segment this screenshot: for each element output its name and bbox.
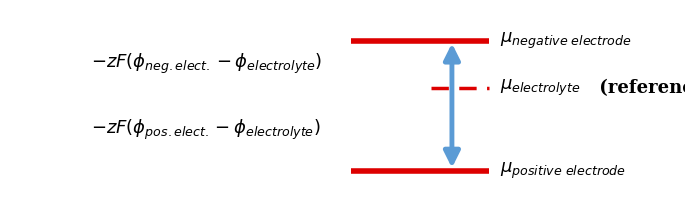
Text: (reference): (reference)	[593, 79, 685, 97]
Text: $\mu_{negative\ electrode}$: $\mu_{negative\ electrode}$	[500, 30, 632, 51]
Text: $-zF(\phi_{neg.elect.}-\phi_{electrolyte})$: $-zF(\phi_{neg.elect.}-\phi_{electrolyte…	[91, 52, 322, 76]
Text: $\mu_{positive\ electrode}$: $\mu_{positive\ electrode}$	[500, 160, 626, 181]
Text: $\mu_{electrolyte}$: $\mu_{electrolyte}$	[500, 78, 580, 98]
Text: $-zF(\phi_{pos.elect.}-\phi_{electrolyte})$: $-zF(\phi_{pos.elect.}-\phi_{electrolyte…	[91, 117, 321, 142]
